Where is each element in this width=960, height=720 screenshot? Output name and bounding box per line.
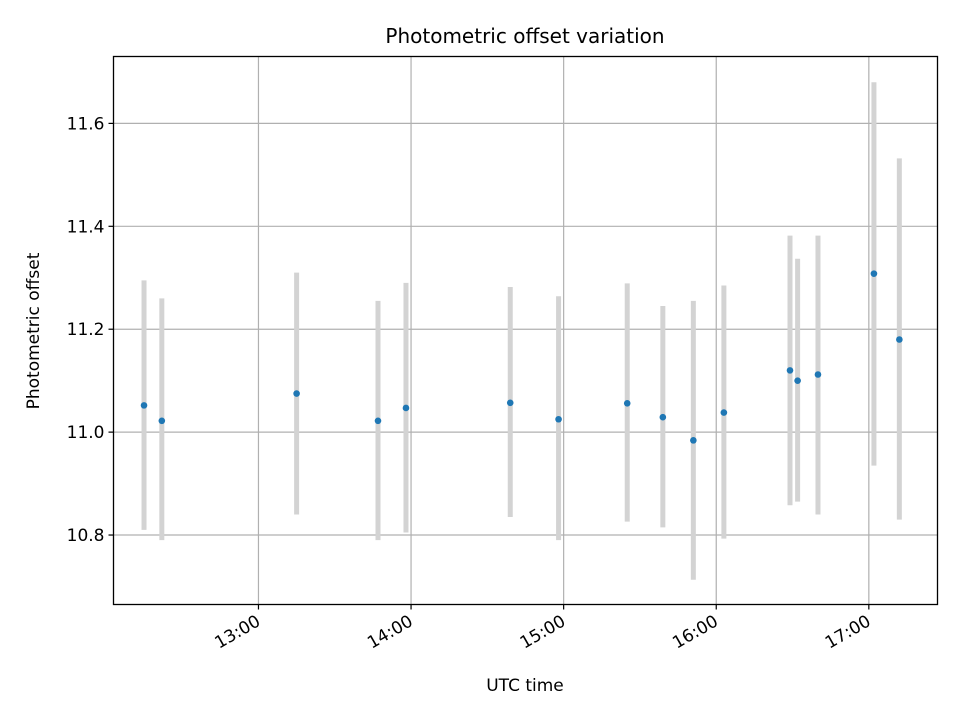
data-point [140,402,148,409]
data-point [720,409,728,416]
y-tick-label: 11.4 [67,217,105,237]
data-point [555,415,562,423]
data-point [794,377,801,384]
data-point [623,400,631,407]
y-axis-label: Photometric offset [24,252,44,409]
y-tick-label: 11.2 [67,320,105,340]
data-point [659,413,667,421]
data-point [814,371,822,378]
y-tick-label: 10.8 [67,526,105,546]
data-point [870,270,878,277]
y-axis-ticks: 10.8 11.0 11.2 11.4 11.6 [67,114,114,546]
data-point [402,404,410,412]
y-tick-label: 11.0 [67,423,105,443]
data-point [506,399,514,407]
data-point [158,417,166,425]
data-point [896,336,903,343]
chart-title: Photometric offset variation [385,24,664,48]
data-point [374,417,382,425]
y-tick-label: 11.6 [67,114,105,134]
grid [113,56,938,605]
data-point [690,437,697,444]
data-point [293,390,300,397]
data-point [786,367,794,374]
x-axis-label: UTC time [486,676,564,696]
data-points [140,270,903,444]
plot-frame [112,55,939,606]
